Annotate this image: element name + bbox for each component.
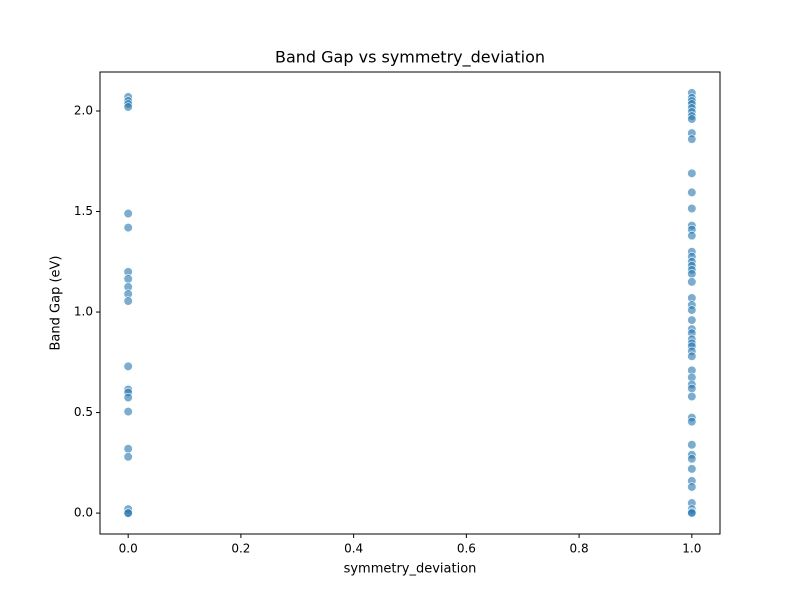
x-tick-label: 1.0 [682, 542, 701, 556]
chart-title: Band Gap vs symmetry_deviation [275, 48, 545, 68]
point [687, 383, 697, 394]
point [123, 102, 133, 112]
point [123, 444, 133, 454]
point [687, 315, 697, 325]
point [687, 305, 697, 315]
point [687, 231, 697, 241]
y-tick-label: 0.5 [74, 405, 93, 419]
point [687, 464, 697, 474]
point [687, 391, 697, 402]
point [123, 296, 133, 306]
point [687, 168, 697, 178]
x-axis-label: symmetry_deviation [344, 562, 477, 577]
plot-frame [99, 71, 721, 535]
point [123, 452, 133, 462]
point [123, 508, 133, 518]
point [123, 392, 133, 403]
point [687, 277, 697, 287]
point [687, 508, 697, 518]
y-tick-label: 2.0 [74, 104, 93, 118]
point [123, 361, 133, 371]
y-tick-label: 1.0 [74, 305, 93, 319]
point [687, 114, 697, 124]
x-tick-label: 0.6 [457, 542, 476, 556]
point [687, 454, 697, 464]
x-tick-label: 0.4 [344, 542, 363, 556]
y-tick-label: 0.0 [74, 506, 93, 520]
x-tick-label: 0.8 [570, 542, 589, 556]
point [687, 203, 697, 214]
y-tick-label: 1.5 [74, 204, 93, 218]
x-tick-label: 0.0 [119, 542, 138, 556]
x-tick-label: 0.2 [231, 542, 250, 556]
point [687, 134, 697, 144]
point [687, 269, 697, 279]
point [123, 208, 133, 219]
point [123, 223, 133, 233]
point [687, 187, 697, 198]
point [123, 274, 133, 284]
point [687, 482, 697, 492]
point [687, 440, 697, 450]
point [687, 351, 697, 361]
y-axis-label: Band Gap (eV) [49, 256, 64, 351]
point [687, 417, 697, 427]
point [123, 406, 133, 417]
